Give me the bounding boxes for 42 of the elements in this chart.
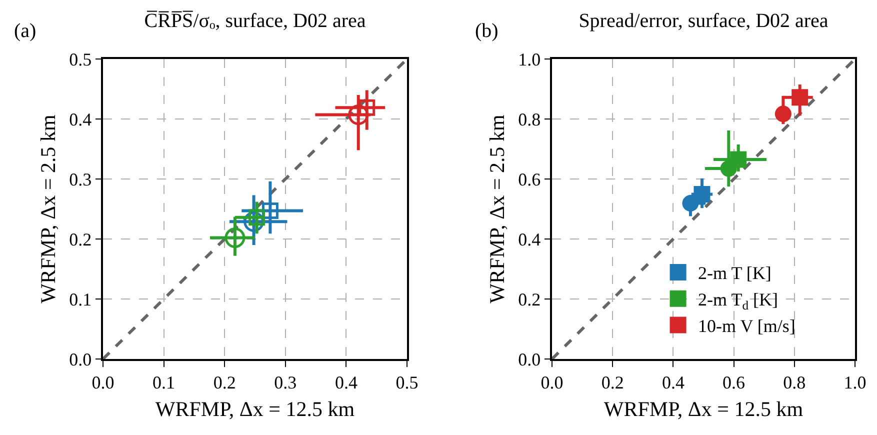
y-tick-label: 0.1 — [69, 289, 92, 310]
x-axis-title: WRFMP, Δx = 12.5 km — [604, 397, 804, 422]
legend-label: 2-m T$_{d}$ [K] — [698, 290, 778, 312]
y-tick-label: 0.6 — [518, 169, 541, 190]
y-axis-title: WRFMP, Δx = 2.5 km — [484, 114, 509, 304]
point — [358, 99, 376, 116]
legend-label: 2-m T [K] — [698, 263, 772, 284]
y-tick-label: 0.4 — [69, 109, 92, 130]
y-tick-label: 1.0 — [518, 49, 541, 70]
x-tick-label: 0.8 — [783, 372, 806, 392]
point — [730, 151, 747, 168]
chart-title: C̅R̅P̅S̅/σₒ, surface, D02 area — [144, 10, 366, 32]
x-tick-label: 0.2 — [601, 372, 624, 392]
x-tick-label: 0.2 — [213, 372, 236, 392]
x-tick-label: 0.0 — [92, 372, 114, 392]
y-tick-label: 0.2 — [69, 229, 92, 250]
x-tick-label: 0.1 — [152, 372, 176, 392]
point — [792, 89, 808, 106]
x-tick-label: 0.0 — [540, 372, 564, 392]
point — [694, 186, 710, 203]
x-tick-label: 1.0 — [844, 372, 866, 392]
y-tick-label: 0.3 — [69, 169, 92, 190]
y-tick-label: 0.5 — [69, 49, 92, 70]
chart-title: Spread/error, surface, D02 area — [578, 10, 828, 32]
text: (b) — [475, 20, 498, 42]
x-tick-label: 0.5 — [396, 372, 418, 392]
x-tick-label: 0.6 — [722, 372, 746, 392]
x-tick-label: 0.3 — [274, 372, 297, 392]
text: (a) — [14, 20, 36, 42]
y-tick-label: 0.4 — [518, 229, 541, 250]
y-axis-title: WRFMP, Δx = 2.5 km — [36, 114, 60, 304]
x-axis-title: WRFMP, Δx = 12.5 km — [155, 397, 355, 422]
y-tick-label: 0.0 — [518, 349, 541, 370]
point — [774, 106, 792, 122]
point — [248, 209, 266, 226]
y-tick-label: 0.0 — [69, 349, 92, 370]
x-tick-label: 0.4 — [662, 372, 684, 392]
y-tick-label: 0.8 — [518, 109, 541, 130]
point — [224, 228, 246, 248]
y-tick-label: 0.2 — [518, 289, 541, 310]
legend-label: 10-m V [m/s] — [698, 316, 796, 336]
x-tick-label: 0.4 — [334, 372, 358, 392]
